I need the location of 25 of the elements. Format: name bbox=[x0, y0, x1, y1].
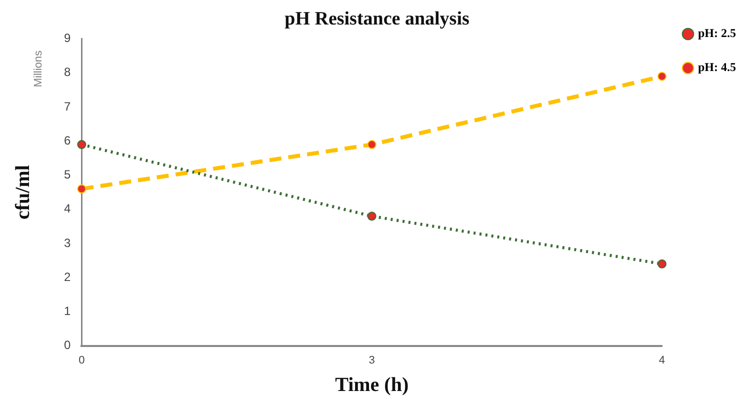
y-tick-label: 7 bbox=[64, 99, 71, 114]
point bbox=[367, 140, 376, 150]
x-tick-label: 3 bbox=[368, 354, 375, 366]
y-tick-label: 3 bbox=[64, 236, 71, 250]
x-tick-label: 4 bbox=[658, 354, 666, 366]
point bbox=[77, 140, 86, 150]
x-tick-label: 0 bbox=[78, 354, 85, 366]
y-tick-label: 8 bbox=[64, 65, 71, 80]
chart-title: pH Resistance analysis bbox=[284, 8, 470, 30]
point bbox=[657, 259, 666, 268]
text: Millions bbox=[32, 50, 45, 88]
y-tick-label: 4 bbox=[64, 202, 71, 216]
y-tick-label: 2 bbox=[64, 270, 71, 284]
point bbox=[657, 72, 666, 81]
y-tick-label: 9 bbox=[64, 31, 71, 46]
x-axis-title: Time (h) bbox=[335, 374, 409, 396]
y-tick-label: 5 bbox=[64, 168, 71, 182]
point bbox=[367, 212, 376, 221]
point bbox=[77, 184, 86, 194]
y-tick-label: 6 bbox=[64, 133, 71, 148]
legend-label: pH: 2.5 bbox=[698, 26, 736, 40]
y-tick-label: 1 bbox=[64, 304, 71, 318]
y-axis-title: cfu/ml bbox=[12, 164, 34, 220]
legend-label: pH: 4.5 bbox=[698, 60, 736, 74]
y-tick-label: 0 bbox=[64, 338, 71, 352]
